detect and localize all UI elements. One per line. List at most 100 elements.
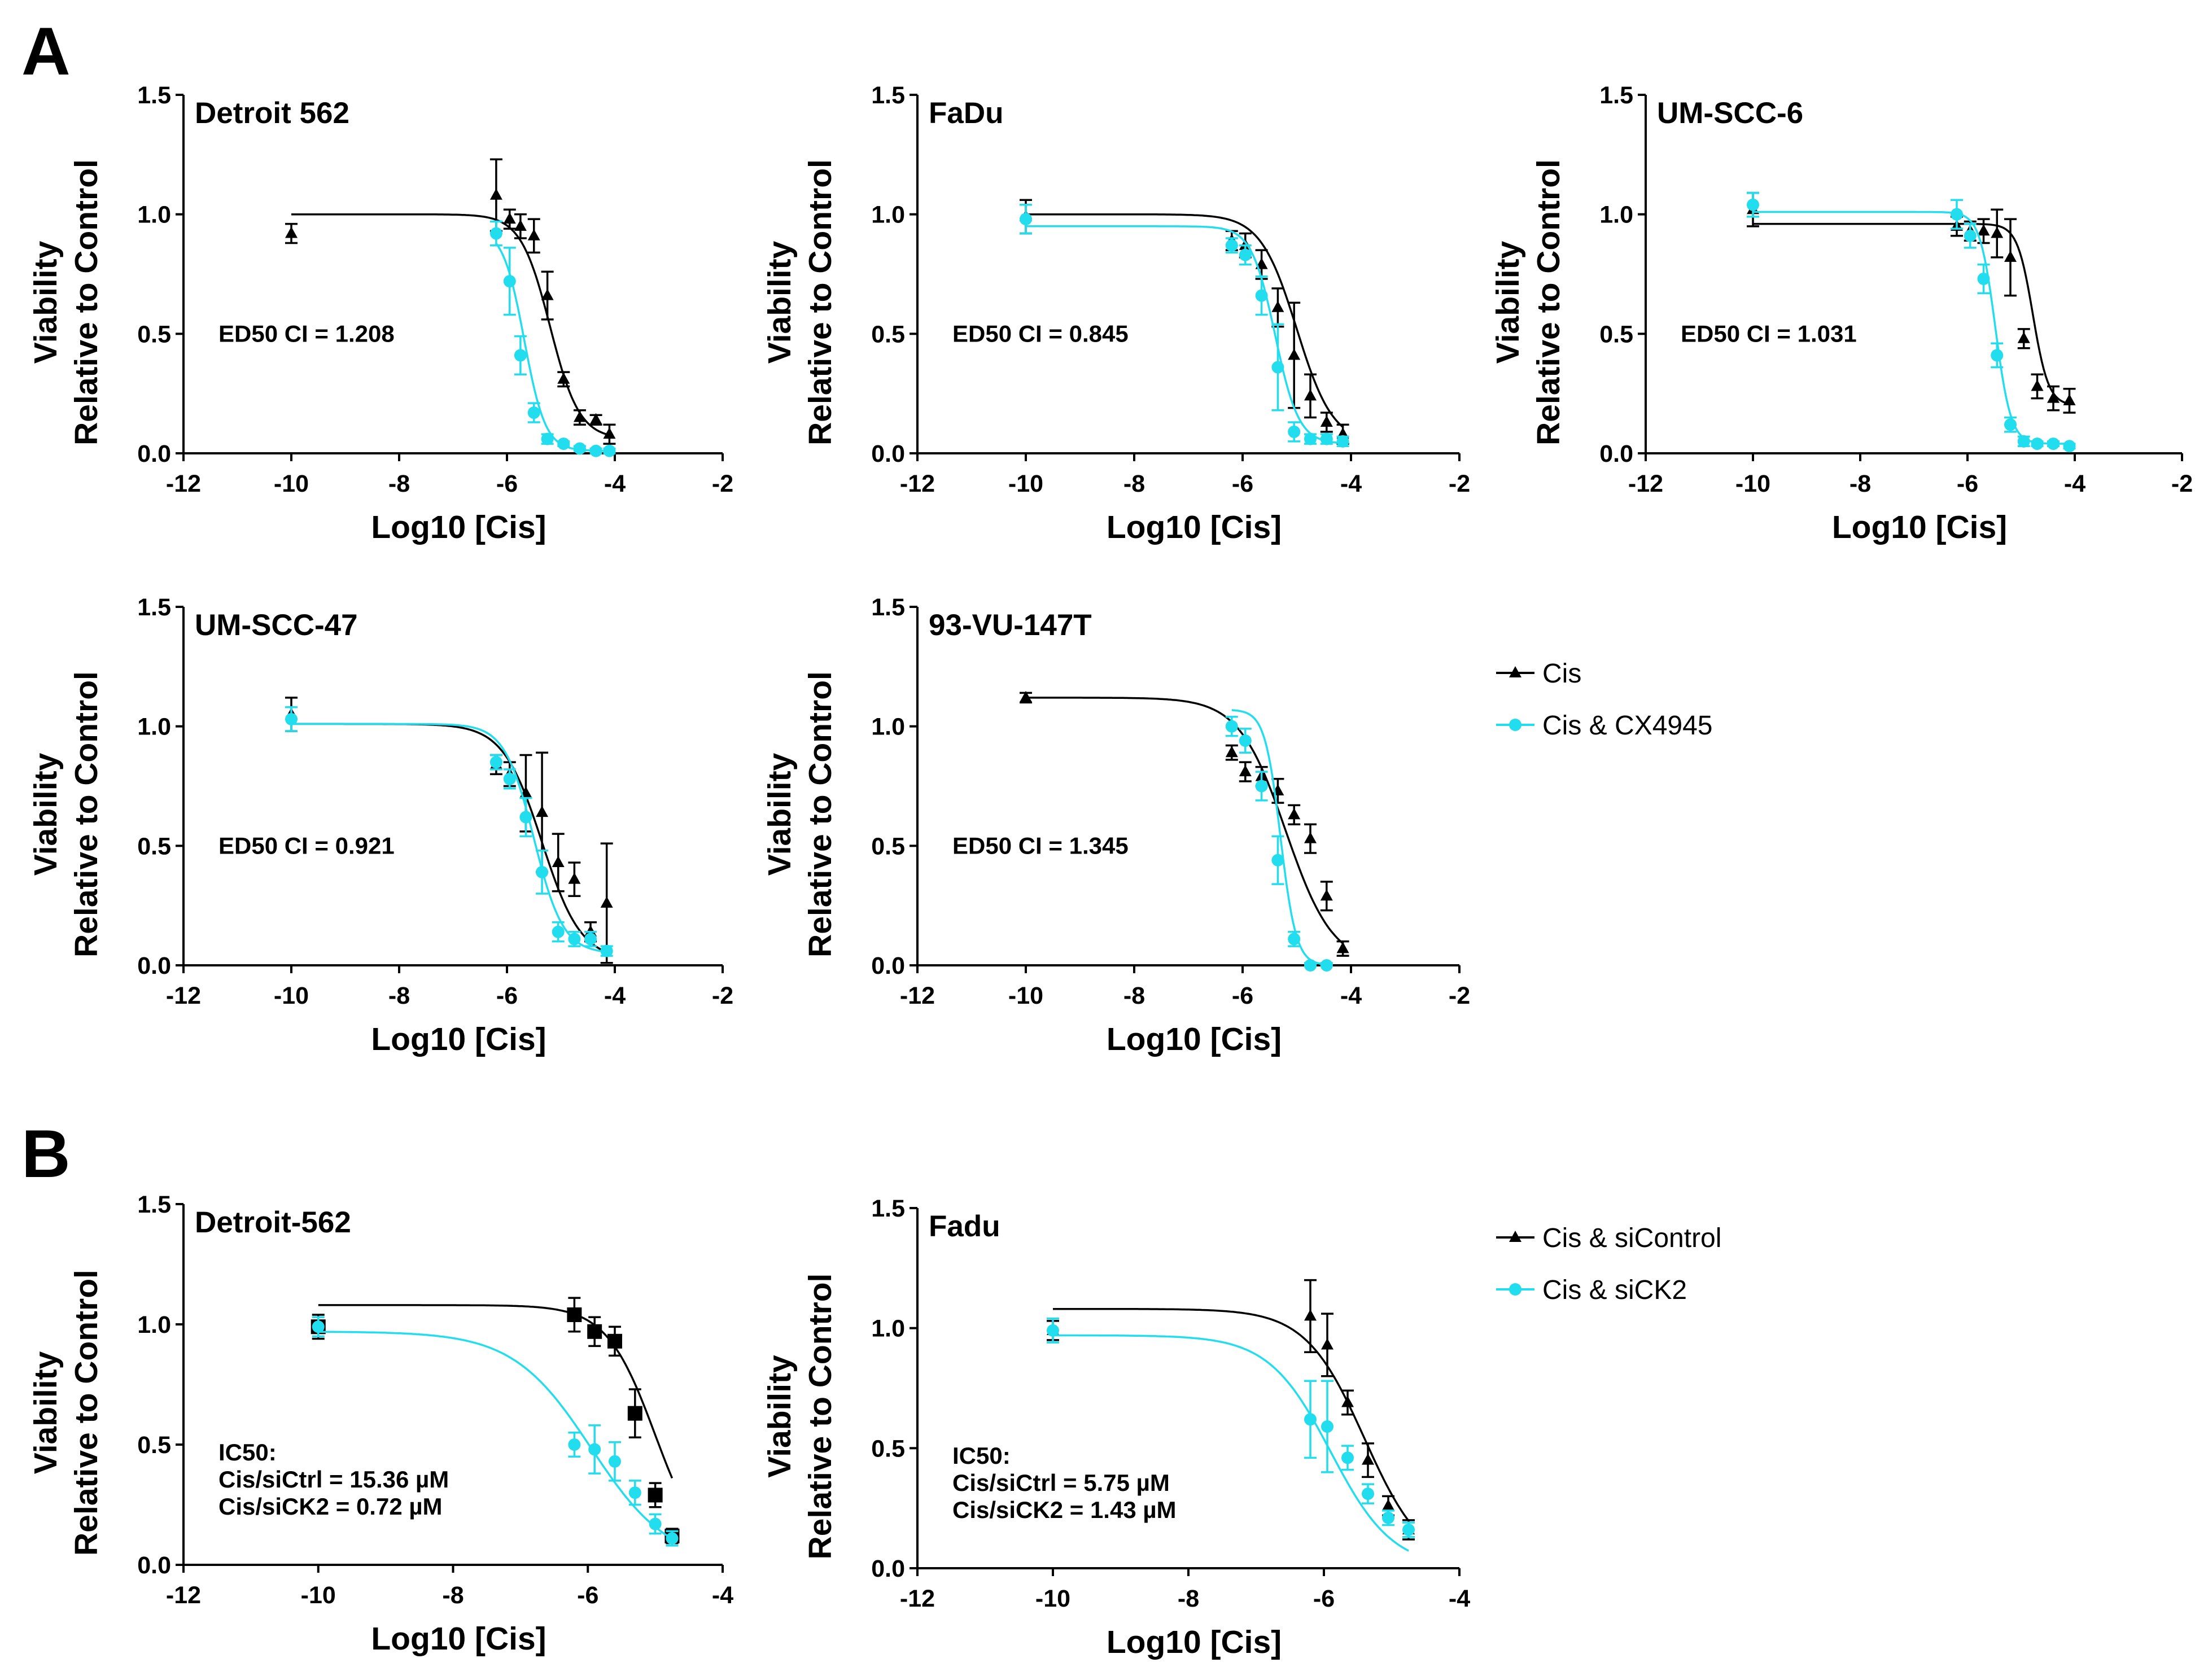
y-axis-title-line-0: Viability (1490, 240, 1526, 364)
circle-marker-7 (589, 444, 602, 457)
y-tick-label-2: 1.0 (871, 202, 905, 229)
annotation-line-0: ED50 CI = 0.921 (218, 832, 395, 859)
series-cis-cx4945 (1225, 709, 1333, 972)
triangle-marker-7 (1320, 889, 1333, 901)
fit-curve (1026, 225, 1343, 444)
x-tick-label-3: -6 (1313, 1585, 1335, 1612)
x-tick-label-4: -4 (1340, 470, 1362, 497)
x-tick-label-0: -12 (900, 470, 935, 497)
circle-marker-1 (568, 1438, 581, 1451)
annotation-line-0: ED50 CI = 0.845 (952, 320, 1129, 347)
legend-a: Cis Cis & CX4945 (1496, 659, 1712, 741)
triangle-marker-6 (2017, 331, 2030, 343)
legend-label: Cis & CX4945 (1542, 711, 1712, 741)
y-axis-title-line-0: Viability (28, 753, 64, 876)
chart-title: 93-VU-147T (929, 609, 1092, 642)
circle-marker-0 (1020, 213, 1032, 226)
y-axis-title-line-1: Relative to Control (68, 159, 104, 445)
x-tick-label-4: -4 (1449, 1585, 1470, 1612)
triangle-marker-6 (1304, 832, 1317, 843)
x-axis-title: Log10 [Cis] (1107, 1021, 1282, 1057)
annotation-line-0: IC50: (952, 1442, 1011, 1469)
triangle-marker-3 (514, 219, 527, 231)
circle-marker-8 (1336, 435, 1349, 448)
y-tick-label-0: 0.0 (871, 952, 905, 979)
circle-marker-2 (1964, 229, 1977, 242)
circle-marker-2 (503, 772, 516, 785)
circle-marker-9 (2063, 440, 2076, 453)
circle-marker-1 (1225, 239, 1238, 252)
chart-title: Detroit 562 (195, 97, 349, 130)
x-tick-label-2: -8 (1123, 982, 1145, 1009)
fit-curve (1053, 1334, 1409, 1552)
y-tick-label-3: 1.5 (871, 1195, 905, 1222)
y-tick-label-2: 1.0 (1599, 202, 1633, 229)
series-cis (285, 158, 616, 445)
legend-b: Cis & siControl Cis & siCK2 (1496, 1223, 1721, 1305)
circle-marker-8 (600, 944, 613, 957)
circle-marker-3 (1271, 854, 1284, 867)
triangle-marker-5 (2004, 250, 2017, 262)
series-cis (1747, 191, 2076, 414)
circle-marker-7 (2031, 438, 2044, 450)
circle-marker-3 (1255, 289, 1268, 302)
triangle-marker-1 (489, 188, 502, 200)
circle-marker-4 (628, 1486, 641, 1499)
triangle-marker-3 (1977, 224, 1990, 236)
chart-title: Detroit-562 (195, 1206, 351, 1239)
legend-item-0: Cis (1496, 659, 1581, 689)
circle-marker-7 (584, 933, 597, 946)
square-marker-5 (648, 1488, 663, 1503)
circle-marker-6 (1402, 1523, 1415, 1536)
y-tick-label-3: 1.5 (137, 82, 171, 109)
x-tick-label-1: -10 (1035, 1585, 1070, 1612)
y-tick-label-1: 0.5 (137, 1432, 171, 1459)
x-axis-title: Log10 [Cis] (1107, 1624, 1282, 1660)
circle-marker-6 (1304, 432, 1317, 445)
chart-93-vu-147t: 0.0 0.5 1.0 1.5 -12 -10 -8 -6 -4 -2 Log10 [Cis] Via… (762, 594, 1470, 1057)
square-marker-4 (627, 1406, 642, 1421)
y-tick-label-2: 1.0 (871, 714, 905, 741)
circle-marker-4 (536, 865, 549, 878)
triangle-marker-5 (1382, 1499, 1394, 1511)
series-cis-cx4945 (1020, 203, 1349, 448)
triangle-marker-7 (584, 925, 597, 937)
triangle-marker-8 (1336, 942, 1349, 953)
circle-marker-0 (285, 712, 298, 725)
circle-marker-1 (489, 756, 502, 769)
series-cis (1020, 690, 1349, 957)
circle-marker-2 (1239, 248, 1252, 261)
x-axis-title: Log10 [Cis] (1832, 509, 2007, 545)
circle-marker-4 (1362, 1488, 1374, 1500)
circle-marker-3 (519, 811, 532, 824)
circle-marker-4 (1991, 349, 2004, 362)
circle-marker-1 (1509, 719, 1521, 731)
series-cis-cx4945 (1747, 191, 2076, 453)
series-cis-cx4945 (285, 706, 613, 957)
x-tick-label-4: -4 (2064, 470, 2085, 497)
triangle-marker-0 (1020, 690, 1032, 702)
y-tick-label-1: 0.5 (137, 321, 171, 348)
triangle-marker-4 (1271, 300, 1284, 312)
circle-marker-8 (603, 444, 616, 457)
legend-item-0: Cis & siControl (1496, 1223, 1721, 1253)
chart-detroit-562: 0.0 0.5 1.0 1.5 -12 -10 -8 -6 -4 Log10 [Cis] Viabi… (28, 1191, 733, 1657)
x-tick-label-3: -6 (496, 470, 518, 497)
annotation-line-0: ED50 CI = 1.345 (952, 832, 1129, 859)
square-marker-2 (587, 1324, 602, 1339)
y-tick-label-0: 0.0 (137, 952, 171, 979)
circle-marker-2 (514, 349, 527, 362)
circle-marker-0 (1225, 720, 1238, 733)
circle-marker-1 (1239, 734, 1252, 747)
y-tick-label-3: 1.5 (1599, 82, 1633, 109)
x-tick-label-4: -4 (604, 470, 626, 497)
triangle-marker-7 (1320, 415, 1333, 427)
circle-marker-5 (552, 925, 565, 938)
series-cis-sick2 (312, 1316, 679, 1547)
y-tick-label-0: 0.0 (1599, 440, 1633, 467)
circle-marker-8 (2047, 438, 2060, 450)
panel-letter-b: B (21, 1116, 71, 1192)
chart-um-scc-47: 0.0 0.5 1.0 1.5 -12 -10 -8 -6 -4 -2 Log10 [Cis] Via… (28, 594, 733, 1057)
x-tick-label-2: -8 (1850, 470, 1871, 497)
x-tick-label-3: -6 (1957, 470, 1978, 497)
